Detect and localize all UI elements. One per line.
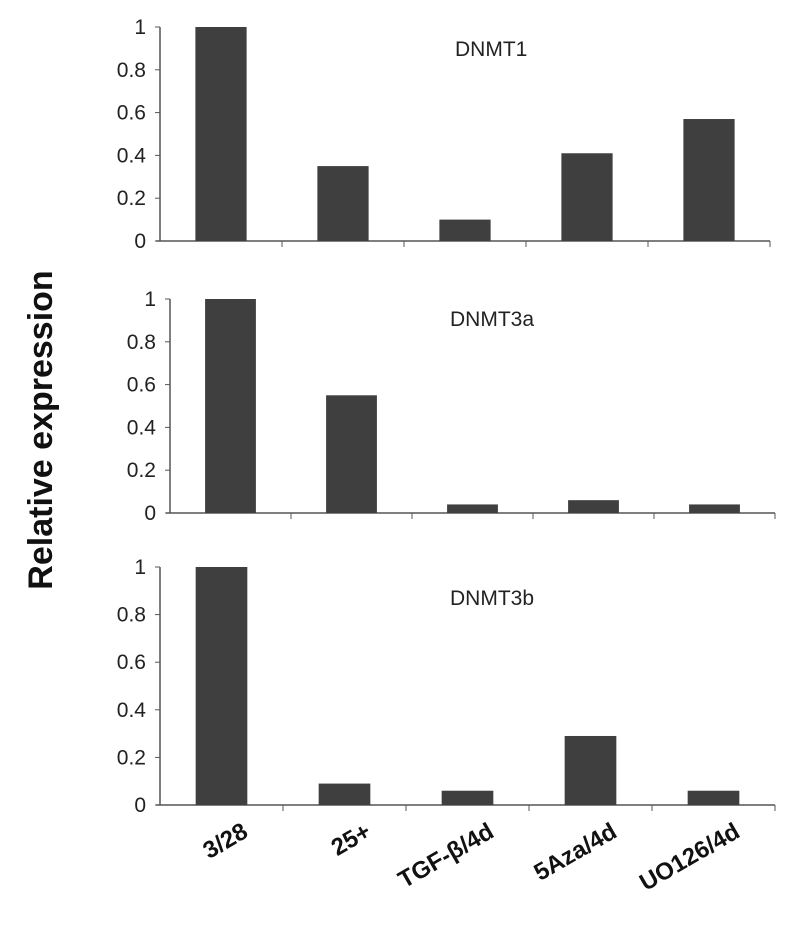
y-tick-label: 0.6 [127, 374, 156, 397]
bar-3/28 [205, 299, 256, 513]
bar-TGF-β/4d [439, 219, 491, 241]
y-tick-label: 0.6 [117, 651, 146, 674]
bar-3/28 [195, 567, 248, 805]
bar-UO126/4d [683, 119, 735, 241]
panel-DNMT3a: 0 0.2 0.4 0.6 0.8 1 DNMT3a [127, 288, 776, 525]
y-tick-label: 1 [144, 288, 156, 311]
y-tick-label: 1 [134, 16, 146, 39]
y-tick-label: 0.8 [117, 604, 146, 627]
bar-5Aza/4d [564, 735, 617, 805]
panel-DNMT3b: 0 0.2 0.4 0.6 0.8 1 DNMT3b [117, 556, 776, 817]
y-tick-label: 0.4 [117, 144, 147, 167]
y-tick-label: 0.8 [117, 59, 146, 82]
x-tick-label: 3/28 [199, 818, 253, 865]
y-tick-label: 0.2 [117, 187, 146, 210]
y-tick-label: 0 [134, 794, 146, 817]
y-tick-label: 0.2 [117, 746, 146, 769]
y-axis-label: Relative expression [22, 270, 60, 589]
x-tick-label: TGF-β/4d [394, 818, 499, 894]
bar-UO126/4d [689, 504, 740, 513]
y-tick-label: 0.8 [127, 331, 156, 354]
y-tick-label: 1 [134, 556, 146, 579]
x-tick-label: UO126/4d [635, 818, 744, 897]
panel-title: DNMT3a [450, 308, 534, 331]
bar-UO126/4d [687, 790, 740, 805]
y-tick-label: 0 [144, 502, 156, 525]
x-tick-label: 5Aza/4d [529, 818, 621, 887]
bar-5Aza/4d [568, 500, 619, 513]
y-tick-label: 0.6 [117, 102, 146, 125]
bar-25+ [318, 783, 371, 805]
x-tick-label: 25+ [327, 818, 376, 862]
y-tick-label: 0 [134, 230, 146, 253]
panel-DNMT1: 0 0.2 0.4 0.6 0.8 1 DNMT1 [117, 16, 771, 253]
panel-title: DNMT3b [450, 587, 534, 610]
panel-title: DNMT1 [455, 38, 527, 61]
bar-25+ [317, 166, 369, 241]
bar-TGF-β/4d [441, 790, 494, 805]
y-tick-label: 0.2 [127, 459, 156, 482]
bar-25+ [326, 395, 377, 513]
bar-TGF-β/4d [447, 504, 498, 513]
y-tick-label: 0.4 [117, 699, 147, 722]
bar-3/28 [195, 27, 247, 241]
bar-5Aza/4d [561, 153, 613, 241]
y-tick-label: 0.4 [127, 416, 157, 439]
